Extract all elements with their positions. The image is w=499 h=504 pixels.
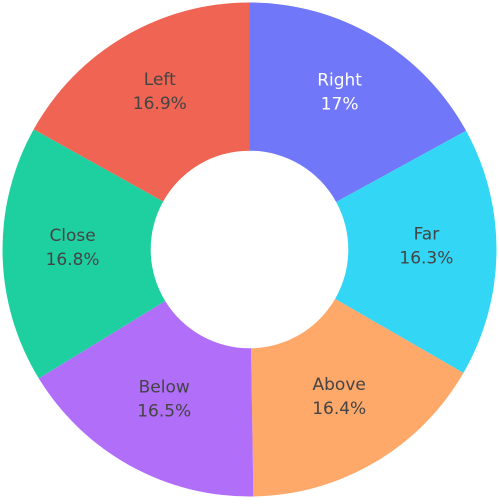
slice-percent-far: 16.3% — [399, 248, 453, 268]
slice-above[interactable] — [251, 298, 464, 497]
slice-below[interactable] — [38, 301, 254, 497]
slice-name-close: Close — [49, 226, 95, 246]
slices-layer — [2, 2, 497, 497]
labels-layer: Right 17% Far 16.3% Above 16.4% Below 16.5% Clos… — [46, 70, 454, 422]
slice-close[interactable] — [2, 129, 166, 379]
slice-name-far: Far — [414, 224, 440, 244]
slice-label-left: Left 16.9% — [133, 70, 187, 114]
slice-percent-left: 16.9% — [133, 94, 187, 114]
slice-name-above: Above — [313, 375, 366, 395]
slice-percent-right: 17% — [321, 94, 359, 114]
slice-far[interactable] — [335, 130, 497, 373]
slice-name-right: Right — [317, 70, 362, 90]
slice-label-right: Right 17% — [317, 70, 362, 114]
slice-name-left: Left — [144, 70, 176, 90]
slice-label-above: Above 16.4% — [312, 375, 366, 419]
slice-name-below: Below — [139, 378, 190, 398]
slice-label-close: Close 16.8% — [46, 226, 100, 270]
slice-percent-above: 16.4% — [312, 399, 366, 419]
slice-percent-close: 16.8% — [46, 250, 100, 270]
slice-percent-below: 16.5% — [137, 402, 191, 422]
slice-right[interactable] — [249, 2, 467, 202]
slice-label-far: Far 16.3% — [399, 224, 453, 268]
slice-left[interactable] — [33, 2, 250, 202]
slice-label-below: Below 16.5% — [137, 378, 191, 422]
